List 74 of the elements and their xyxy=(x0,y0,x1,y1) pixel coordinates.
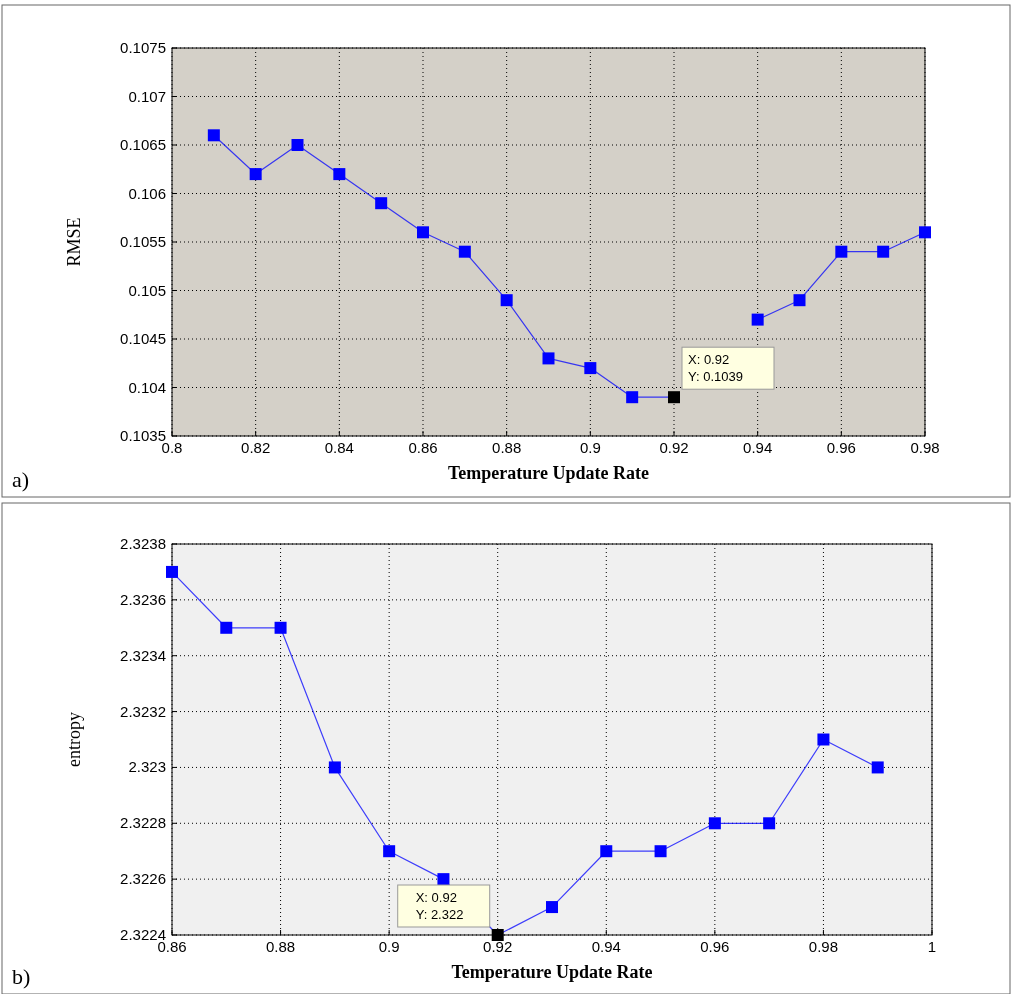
x-tick-label: 0.9 xyxy=(378,938,400,955)
point xyxy=(793,294,806,307)
x-tick-label: 1 xyxy=(927,938,937,955)
x-tick-label: 0.82 xyxy=(241,439,271,456)
point xyxy=(877,245,890,258)
annotation: X: 0.92 Y: 0.1039 xyxy=(688,352,743,385)
point xyxy=(654,845,667,858)
x-axis-title: Temperature Update Rate xyxy=(451,962,653,982)
point xyxy=(274,621,287,634)
y-tick-label: 2.3228 xyxy=(120,814,166,832)
y-tick-label: 0.104 xyxy=(128,378,166,396)
x-tick-label: 0.84 xyxy=(324,439,354,456)
y-tick-label: 0.105 xyxy=(128,281,166,299)
y-tick-label: 0.1075 xyxy=(120,39,166,56)
x-tick-label: 0.88 xyxy=(492,439,522,456)
tooltip-box: X: 0.92 Y: 2.322 xyxy=(397,884,491,928)
y-axis-title: RMSE xyxy=(64,217,84,267)
point xyxy=(919,226,931,239)
point xyxy=(835,245,848,258)
y-axis-title: entropy xyxy=(64,712,84,767)
y-tick-label: 0.107 xyxy=(128,87,166,105)
annotation: X: 0.92 Y: 2.322 xyxy=(415,890,464,922)
point xyxy=(584,362,597,375)
point xyxy=(668,391,680,404)
point xyxy=(542,352,555,365)
x-tick-label: 0.92 xyxy=(659,439,689,456)
x-tick-label: 0.98 xyxy=(910,439,940,456)
y-tick-label: 0.1055 xyxy=(120,233,166,250)
y-tick-label: 2.3232 xyxy=(120,702,166,720)
y-tick-label: 0.1065 xyxy=(120,136,166,153)
point xyxy=(708,817,721,830)
point xyxy=(751,313,764,326)
y-tick-label: 0.106 xyxy=(128,184,166,202)
point xyxy=(491,929,504,941)
point xyxy=(328,761,341,774)
x-tick-label: 0.94 xyxy=(743,439,773,456)
point xyxy=(291,139,304,151)
text: a) xyxy=(12,467,30,492)
point xyxy=(220,621,233,634)
point xyxy=(207,129,220,142)
y-tick-label: 2.3238 xyxy=(120,535,166,552)
point xyxy=(249,168,262,181)
y-tick-label: 0.1035 xyxy=(120,427,166,444)
text: b) xyxy=(12,964,31,989)
point xyxy=(763,817,776,830)
x-tick-label: 0.94 xyxy=(591,938,621,955)
x-tick-label: 0.9 xyxy=(579,439,601,456)
y-tick-label: 2.323 xyxy=(128,758,166,776)
x-tick-label: 0.92 xyxy=(483,938,513,955)
y-tick-label: 2.3226 xyxy=(120,870,166,888)
x-axis-title: Temperature Update Rate xyxy=(448,463,649,483)
x-tick-label: 0.88 xyxy=(265,938,296,955)
x-tick-label: 0.98 xyxy=(808,938,839,955)
y-tick-label: 2.3224 xyxy=(120,926,166,943)
point xyxy=(383,845,396,858)
y-tick-label: 2.3236 xyxy=(120,590,166,608)
point xyxy=(817,733,830,746)
point xyxy=(600,845,613,858)
point xyxy=(626,391,639,404)
point xyxy=(500,294,513,307)
tooltip-box: X: 0.92 Y: 0.1039 xyxy=(681,346,775,390)
point xyxy=(437,873,450,886)
y-tick-label: 0.1045 xyxy=(120,330,166,347)
point xyxy=(166,565,178,578)
point xyxy=(333,168,346,181)
y-tick-label: 2.3234 xyxy=(120,646,166,664)
point xyxy=(546,901,558,914)
point xyxy=(417,226,429,239)
point xyxy=(375,197,388,210)
x-tick-label: 0.96 xyxy=(700,938,730,955)
x-tick-label: 0.96 xyxy=(826,439,856,456)
x-tick-label: 0.86 xyxy=(408,439,438,456)
point xyxy=(458,245,471,258)
point xyxy=(871,761,884,774)
